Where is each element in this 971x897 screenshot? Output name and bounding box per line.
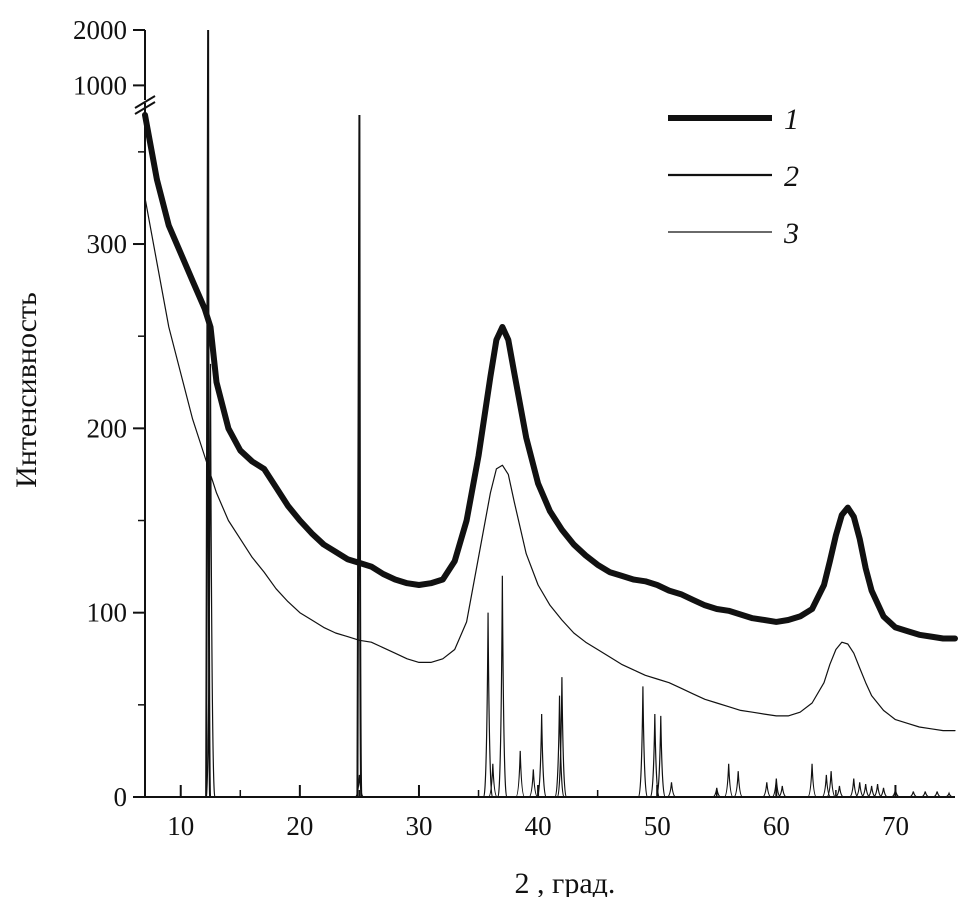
series-1-peak-1 bbox=[356, 114, 363, 798]
series-3-peak-16 bbox=[733, 771, 743, 798]
series-3-peak-7 bbox=[536, 714, 547, 798]
axis-break-mark-1 bbox=[134, 101, 156, 115]
legend-label-0: 1 bbox=[784, 103, 799, 136]
axis-break-mark-2 bbox=[134, 95, 156, 109]
legend: 1 2 3 bbox=[668, 103, 799, 250]
series-3-peak-18 bbox=[771, 778, 781, 798]
series-3-peak-21 bbox=[821, 774, 832, 798]
series-3-peak-22 bbox=[826, 771, 836, 798]
series-3-peak-17 bbox=[762, 782, 772, 798]
axes: 10 20 30 40 50 60 70 0 100 200 300 1000 2000 bbox=[73, 15, 955, 841]
y-tick-label-3: 300 bbox=[87, 229, 128, 259]
series-3-peak-11 bbox=[649, 714, 660, 798]
x-tick-label-1: 20 bbox=[286, 811, 313, 841]
series-3-peak-24 bbox=[849, 778, 859, 798]
x-tick-label-0: 10 bbox=[167, 811, 194, 841]
series-3-peak-1 bbox=[354, 774, 365, 798]
x-tick-label-3: 40 bbox=[525, 811, 552, 841]
series-3-peak-2 bbox=[483, 612, 494, 798]
series-3-peak-10 bbox=[637, 686, 648, 798]
legend-label-2: 3 bbox=[783, 217, 799, 250]
series-3-peak-5 bbox=[515, 750, 526, 798]
x-tick-label-6: 70 bbox=[882, 811, 909, 841]
y-tick-label-1: 100 bbox=[87, 598, 128, 628]
series-3-peak-6 bbox=[528, 769, 539, 798]
series-3-peak-9 bbox=[556, 677, 567, 798]
series-3-peak-3 bbox=[488, 763, 498, 798]
series-0-line bbox=[142, 112, 958, 642]
series-2-line bbox=[144, 197, 956, 732]
series-3-peak-4 bbox=[497, 575, 508, 798]
x-axis-label: 2 , град. bbox=[515, 867, 616, 897]
series-3-peak-12 bbox=[655, 715, 666, 798]
x-tick-label-5: 60 bbox=[763, 811, 790, 841]
legend-label-1: 2 bbox=[784, 160, 799, 193]
y-tick-label-2: 200 bbox=[87, 413, 128, 443]
y-upper-tick-label-0: 1000 bbox=[73, 70, 127, 100]
x-tick-label-4: 50 bbox=[644, 811, 671, 841]
series-3-peak-13 bbox=[666, 782, 677, 798]
series-1-peak-0 bbox=[205, 29, 212, 798]
series-3-peak-28 bbox=[873, 784, 883, 798]
series-3-peak-20 bbox=[807, 763, 817, 798]
series-3-peak-8 bbox=[554, 695, 565, 798]
plot-area bbox=[142, 29, 958, 798]
y-axis-label: Интенсивность bbox=[10, 292, 43, 488]
series-3-peak-0 bbox=[205, 363, 216, 798]
series-3-peak-15 bbox=[723, 763, 734, 798]
y-tick-label-0: 0 bbox=[114, 782, 128, 812]
x-tick-label-2: 30 bbox=[405, 811, 432, 841]
y-upper-tick-label-1: 2000 bbox=[73, 15, 127, 45]
